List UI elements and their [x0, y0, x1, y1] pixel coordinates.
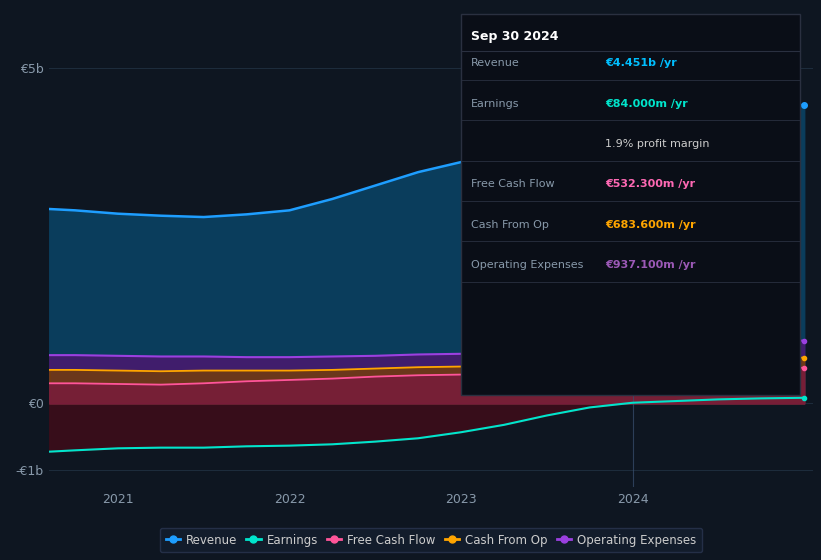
- Text: Cash From Op: Cash From Op: [471, 220, 549, 230]
- Text: €683.600m /yr: €683.600m /yr: [605, 220, 695, 230]
- Text: €532.300m /yr: €532.300m /yr: [605, 179, 695, 189]
- Text: €84.000m /yr: €84.000m /yr: [605, 99, 688, 109]
- Text: Sep 30 2024: Sep 30 2024: [471, 30, 559, 43]
- Text: 1.9% profit margin: 1.9% profit margin: [605, 139, 709, 149]
- Text: Revenue: Revenue: [471, 58, 520, 68]
- Text: Free Cash Flow: Free Cash Flow: [471, 179, 555, 189]
- Text: Earnings: Earnings: [471, 99, 520, 109]
- Text: €937.100m /yr: €937.100m /yr: [605, 260, 695, 270]
- Text: Operating Expenses: Operating Expenses: [471, 260, 584, 270]
- Legend: Revenue, Earnings, Free Cash Flow, Cash From Op, Operating Expenses: Revenue, Earnings, Free Cash Flow, Cash …: [159, 528, 703, 553]
- Text: €4.451b /yr: €4.451b /yr: [605, 58, 677, 68]
